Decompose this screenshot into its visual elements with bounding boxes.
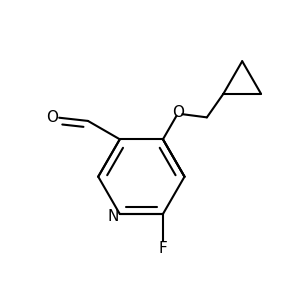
Text: O: O xyxy=(46,110,58,125)
Text: O: O xyxy=(172,105,184,120)
Text: F: F xyxy=(159,241,167,256)
Text: N: N xyxy=(107,209,118,224)
